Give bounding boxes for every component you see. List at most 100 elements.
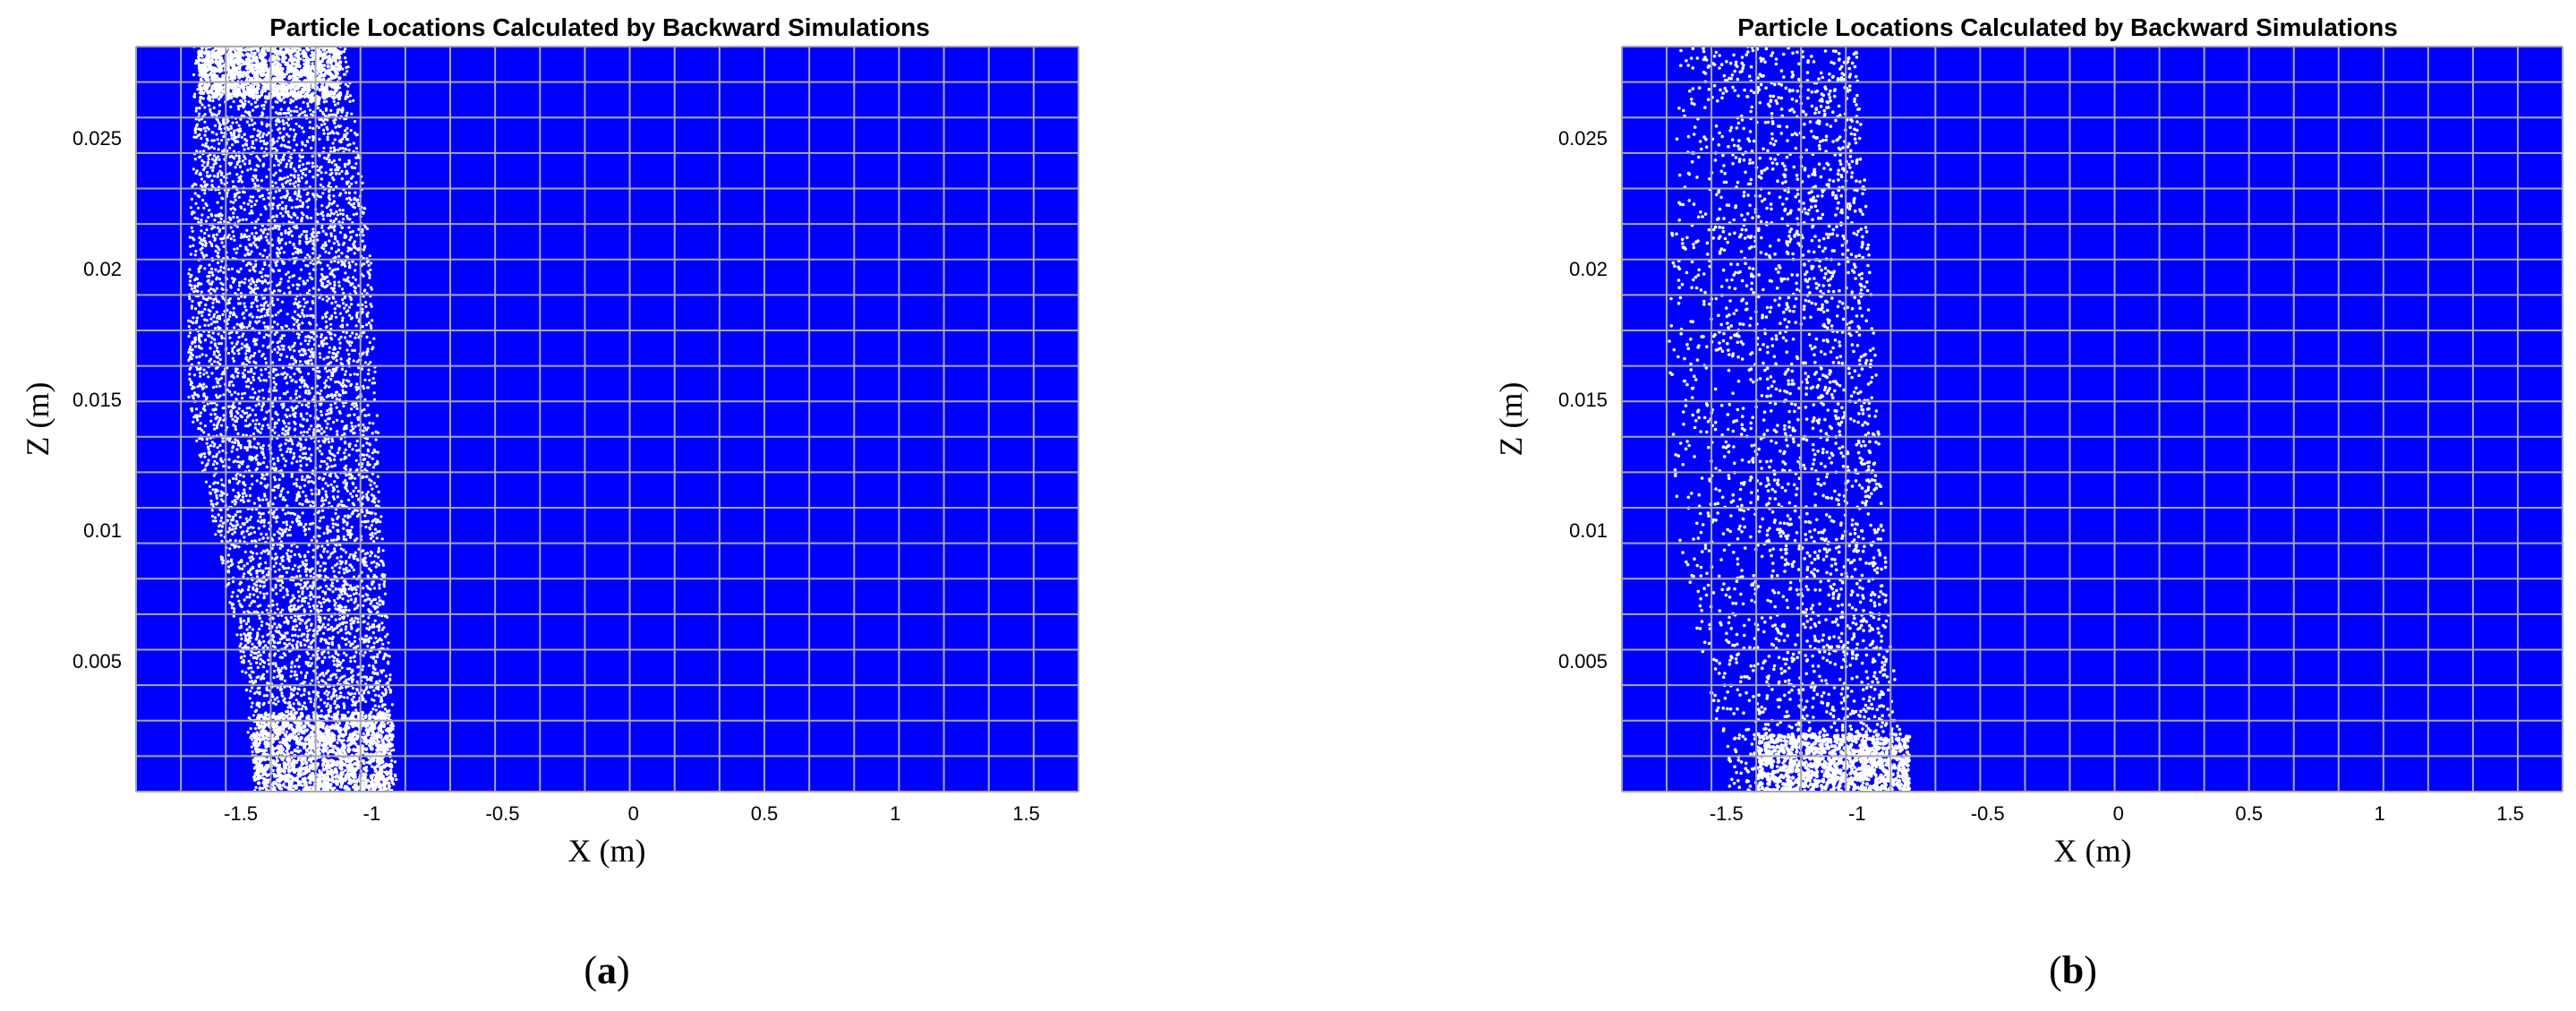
particle-point bbox=[310, 646, 313, 649]
particle-point bbox=[304, 352, 308, 356]
particle-point bbox=[318, 476, 321, 480]
particle-point bbox=[374, 693, 378, 697]
particle-point bbox=[316, 212, 320, 216]
particle-point bbox=[232, 476, 235, 481]
particle-point bbox=[240, 347, 243, 350]
particle-point bbox=[232, 515, 235, 519]
particle-point bbox=[214, 249, 218, 253]
particle-point bbox=[303, 610, 306, 613]
particle-point bbox=[230, 137, 234, 141]
particle-point bbox=[235, 374, 239, 378]
particle-point bbox=[211, 99, 215, 103]
particle-point bbox=[344, 680, 347, 683]
particle-point bbox=[193, 216, 197, 220]
particle-point bbox=[238, 244, 243, 248]
particle-point bbox=[287, 134, 291, 138]
particle-point bbox=[273, 386, 277, 390]
particle-point bbox=[291, 274, 294, 278]
particle-point bbox=[344, 768, 347, 773]
particle-point bbox=[230, 380, 234, 383]
particle-point bbox=[272, 711, 276, 715]
particle-point bbox=[353, 635, 357, 639]
particle-point bbox=[287, 140, 291, 144]
particle-point bbox=[298, 501, 302, 506]
particle-point bbox=[275, 626, 278, 630]
particle-point bbox=[300, 478, 304, 482]
particle-point bbox=[202, 236, 206, 240]
particle-point bbox=[255, 646, 259, 649]
particle-point bbox=[368, 379, 371, 382]
particle-point bbox=[254, 458, 259, 461]
particle-point bbox=[236, 160, 240, 164]
particle-point bbox=[354, 234, 359, 237]
particle-point bbox=[265, 133, 269, 137]
particle-point bbox=[257, 184, 260, 188]
particle-point bbox=[202, 180, 206, 184]
particle-point bbox=[264, 361, 268, 364]
particle-point bbox=[333, 138, 337, 141]
particle-point bbox=[245, 358, 250, 363]
particle-point bbox=[285, 438, 288, 441]
particle-point bbox=[220, 139, 224, 142]
particle-point bbox=[217, 529, 220, 533]
particle-point bbox=[368, 254, 371, 258]
particle-point bbox=[307, 758, 311, 762]
particle-point bbox=[297, 664, 301, 669]
particle-point bbox=[354, 191, 357, 194]
particle-point bbox=[368, 443, 371, 447]
particle-point bbox=[286, 504, 289, 508]
particle-point bbox=[363, 361, 367, 364]
particle-point bbox=[325, 370, 328, 373]
particle-point bbox=[335, 694, 338, 698]
particle-point bbox=[261, 665, 266, 669]
particle-point bbox=[232, 215, 235, 219]
particle-point bbox=[260, 532, 263, 535]
particle-point bbox=[199, 173, 202, 176]
particle-point bbox=[289, 109, 293, 113]
particle-point bbox=[370, 600, 373, 604]
particle-point bbox=[365, 493, 369, 496]
particle-point bbox=[297, 570, 301, 573]
particle-point bbox=[251, 701, 254, 705]
particle-point bbox=[286, 554, 290, 558]
particle-point bbox=[362, 549, 365, 553]
particle-point bbox=[365, 428, 369, 432]
particle-point bbox=[311, 165, 314, 168]
particle-point bbox=[272, 381, 276, 384]
particle-point bbox=[255, 299, 259, 303]
particle-point bbox=[337, 446, 341, 450]
particle-point bbox=[249, 291, 252, 295]
particle-point bbox=[281, 487, 285, 491]
particle-point bbox=[218, 192, 221, 195]
particle-point bbox=[252, 372, 256, 375]
particle-point bbox=[219, 178, 223, 182]
particle-point bbox=[290, 234, 294, 237]
particle-point bbox=[354, 588, 358, 592]
particle-point bbox=[240, 233, 243, 236]
particle-point bbox=[383, 580, 387, 584]
particle-point bbox=[243, 142, 247, 146]
particle-point bbox=[232, 359, 235, 363]
particle-point bbox=[295, 495, 299, 499]
particle-point bbox=[295, 332, 299, 336]
particle-point bbox=[193, 393, 197, 397]
particle-point bbox=[369, 554, 372, 558]
particle-point bbox=[366, 460, 370, 465]
particle-point bbox=[311, 555, 315, 559]
particle-point bbox=[244, 671, 248, 674]
particle-point bbox=[189, 382, 192, 387]
particle-point bbox=[238, 645, 242, 648]
particle-point bbox=[257, 442, 260, 446]
particle-point bbox=[230, 330, 234, 334]
particle-point bbox=[297, 565, 301, 570]
particle-point bbox=[209, 240, 212, 244]
particle-point bbox=[271, 361, 275, 364]
particle-point bbox=[245, 519, 249, 524]
particle-point bbox=[347, 569, 351, 572]
particle-point bbox=[350, 421, 354, 424]
particle-point bbox=[253, 244, 257, 247]
particle-point bbox=[334, 390, 338, 394]
particle-point bbox=[254, 468, 258, 472]
particle-point bbox=[234, 390, 237, 394]
particle-point bbox=[302, 279, 305, 283]
